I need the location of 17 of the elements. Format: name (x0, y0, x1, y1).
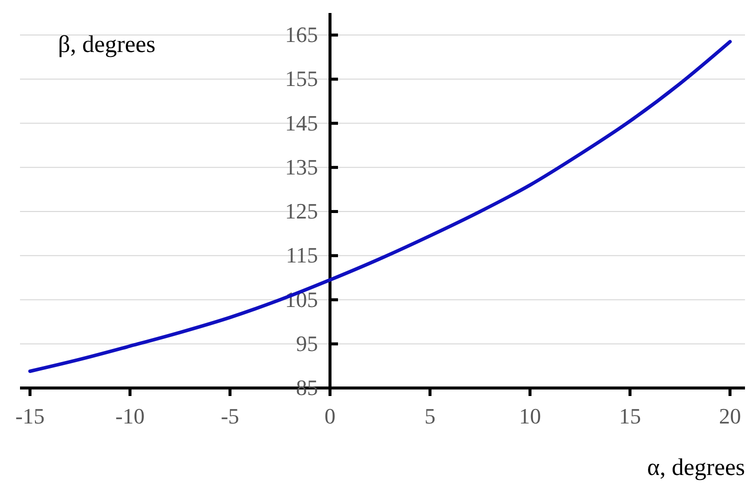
x-tick-label: 0 (324, 404, 336, 429)
x-tick-label: 20 (719, 404, 741, 429)
x-tick-label: -10 (115, 404, 145, 429)
y-tick-label: 95 (296, 330, 318, 356)
x-tick-label: 15 (619, 404, 641, 429)
y-tick-label: 125 (285, 198, 318, 224)
y-tick-label: 165 (285, 22, 318, 48)
x-axis-title: α, degrees (647, 455, 745, 481)
x-tick-label: -15 (15, 404, 45, 429)
x-tick-label: -5 (220, 404, 240, 429)
x-tick-label: 5 (424, 404, 436, 429)
y-tick-label: 115 (286, 242, 318, 268)
y-tick-label: 135 (285, 154, 318, 180)
y-axis-title: β, degrees (58, 32, 156, 58)
y-tick-label: 155 (285, 66, 318, 92)
x-tick-label: 10 (519, 404, 541, 429)
y-tick-label: 145 (285, 110, 318, 136)
